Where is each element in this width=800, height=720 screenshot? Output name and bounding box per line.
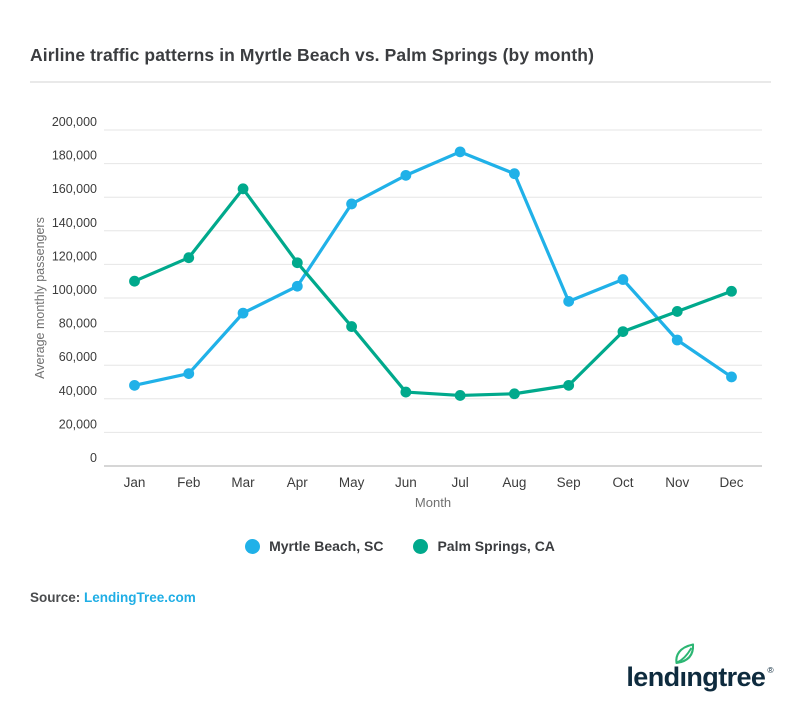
svg-text:Oct: Oct	[612, 475, 633, 490]
legend-label-palm-springs: Palm Springs, CA	[437, 538, 555, 554]
svg-text:Mar: Mar	[231, 475, 255, 490]
svg-text:Aug: Aug	[502, 475, 526, 490]
svg-text:Nov: Nov	[665, 475, 689, 490]
svg-text:200,000: 200,000	[52, 115, 97, 129]
source-attribution: Source: LendingTree.com	[30, 590, 196, 605]
chart-legend: Myrtle Beach, SC Palm Springs, CA	[0, 538, 800, 554]
svg-text:Jan: Jan	[124, 475, 146, 490]
svg-text:20,000: 20,000	[59, 417, 97, 431]
svg-text:Dec: Dec	[719, 475, 743, 490]
source-link[interactable]: LendingTree.com	[84, 590, 196, 605]
lendingtree-logo: lend ı ngtree ®	[626, 643, 774, 693]
svg-text:May: May	[339, 475, 365, 490]
line-chart: 0 20,000 40,000 60,000 80,000 100,000 120,000 1…	[33, 115, 762, 510]
svg-text:140,000: 140,000	[52, 216, 97, 230]
source-label: Source:	[30, 590, 81, 605]
svg-text:Month: Month	[415, 495, 451, 510]
palm-springs-series-dot-icon	[413, 538, 429, 554]
svg-text:100,000: 100,000	[52, 283, 97, 297]
myrtle-beach-series-dot-icon	[245, 538, 261, 554]
legend-item-palm-springs: Palm Springs, CA	[413, 538, 555, 554]
svg-text:0: 0	[90, 451, 97, 465]
svg-text:180,000: 180,000	[52, 149, 97, 163]
logo-text-post: ngtree	[686, 662, 766, 692]
svg-text:Feb: Feb	[177, 475, 200, 490]
legend-item-myrtle-beach: Myrtle Beach, SC	[245, 538, 383, 554]
svg-text:Jun: Jun	[395, 475, 417, 490]
legend-label-myrtle-beach: Myrtle Beach, SC	[269, 538, 384, 554]
svg-text:60,000: 60,000	[59, 350, 97, 364]
svg-text:Sep: Sep	[557, 475, 581, 490]
svg-text:Apr: Apr	[287, 475, 309, 490]
line-chart-container: 0 20,000 40,000 60,000 80,000 100,000 120,000 1…	[0, 95, 800, 515]
svg-text:80,000: 80,000	[59, 317, 97, 331]
svg-text:160,000: 160,000	[52, 182, 97, 196]
title-divider	[30, 81, 771, 83]
svg-text:Jul: Jul	[452, 475, 469, 490]
leaf-icon	[674, 643, 694, 665]
svg-text:40,000: 40,000	[59, 384, 97, 398]
logo-letter-i: ı	[674, 643, 694, 693]
svg-text:Average monthly passengers: Average monthly passengers	[33, 217, 47, 379]
registered-trademark-symbol: ®	[767, 665, 773, 675]
page-title: Airline traffic patterns in Myrtle Beach…	[30, 45, 594, 65]
svg-text:120,000: 120,000	[52, 249, 97, 263]
logo-text-pre: lend	[626, 662, 680, 692]
